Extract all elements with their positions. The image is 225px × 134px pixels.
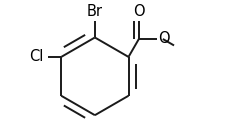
Text: Br: Br xyxy=(86,4,102,19)
Text: Cl: Cl xyxy=(29,49,43,64)
Text: O: O xyxy=(158,31,169,46)
Text: O: O xyxy=(133,4,144,19)
